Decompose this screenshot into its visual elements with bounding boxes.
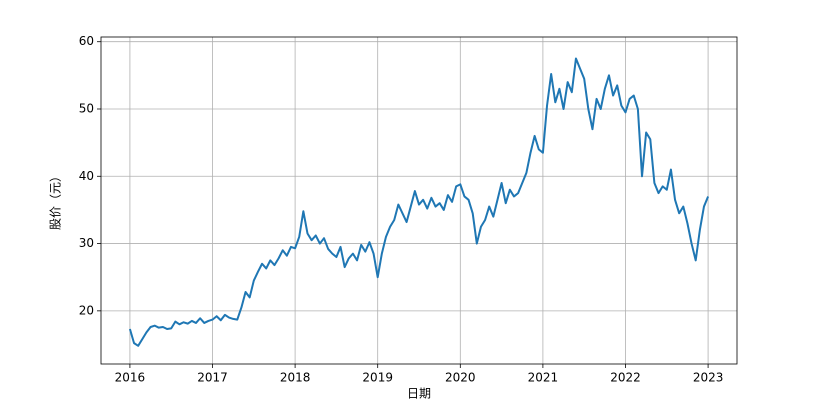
plot-frame bbox=[100, 36, 738, 365]
x-tick-label: 2022 bbox=[610, 371, 641, 385]
x-tick-label: 2021 bbox=[528, 371, 559, 385]
y-tick-label: 30 bbox=[79, 236, 94, 250]
y-tick-label: 40 bbox=[79, 169, 94, 183]
y-tick-label: 60 bbox=[79, 34, 94, 48]
y-tick-label: 20 bbox=[79, 303, 94, 317]
line-series bbox=[128, 57, 710, 347]
x-axis-label: 日期 bbox=[407, 387, 431, 401]
x-tick-label: 2016 bbox=[115, 371, 146, 385]
x-tick-label: 2017 bbox=[197, 371, 228, 385]
y-axis-label: 股价（元） bbox=[49, 170, 63, 230]
y-tick-label: 50 bbox=[79, 101, 94, 115]
x-tick-label: 2023 bbox=[693, 371, 724, 385]
x-tick-label: 2019 bbox=[362, 371, 393, 385]
x-tick-label: 2018 bbox=[280, 371, 311, 385]
x-tick-label: 2020 bbox=[445, 371, 476, 385]
